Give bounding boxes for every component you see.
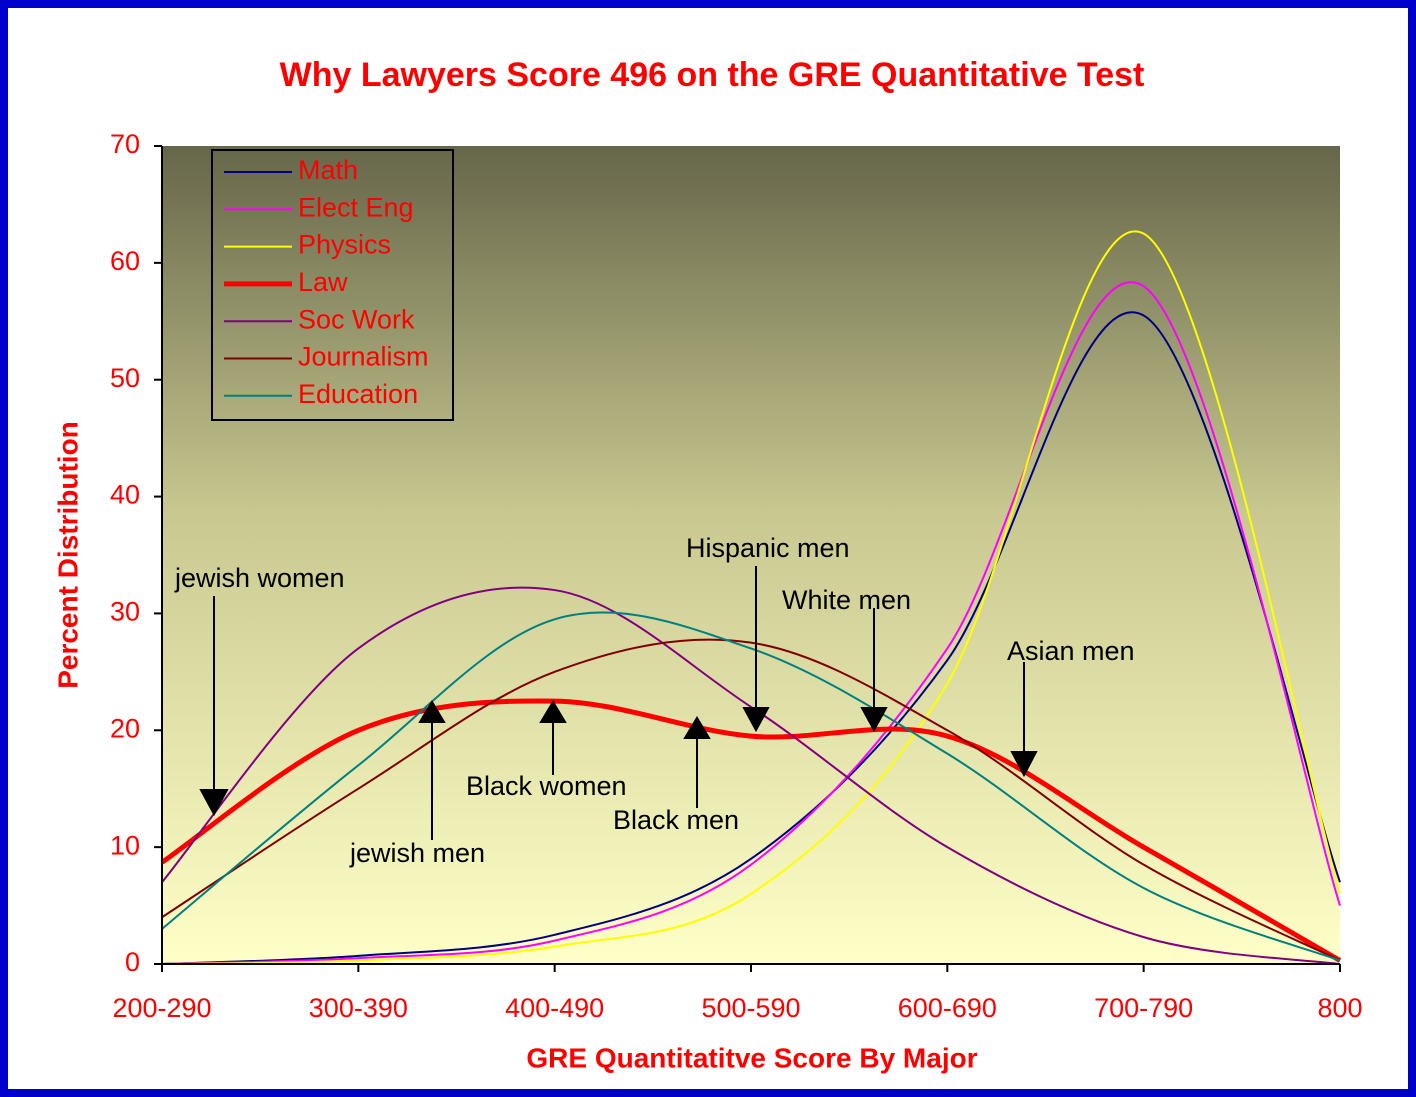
x-tick-label: 800 (1317, 993, 1362, 1023)
x-tick-label: 300-390 (309, 993, 408, 1023)
x-tick-label: 700-790 (1094, 993, 1193, 1023)
y-tick-label: 70 (110, 129, 140, 159)
y-tick-label: 50 (110, 363, 140, 393)
annotation: jewish men (349, 838, 485, 868)
plot-area (162, 146, 1340, 964)
y-tick-label: 30 (110, 597, 140, 627)
y-tick-label: 0 (125, 947, 140, 977)
y-tick-label: 40 (110, 480, 140, 510)
legend-label: Soc Work (298, 304, 415, 334)
legend-label: Physics (298, 230, 391, 260)
x-tick-label: 400-490 (505, 993, 604, 1023)
annotation: Asian men (1007, 636, 1135, 666)
series-line (161, 611, 1341, 962)
legend-label: Math (298, 155, 358, 185)
x-axis-label: GRE Quantitatitve Score By Major (526, 1042, 977, 1073)
x-tick-label: 200-290 (112, 993, 211, 1023)
y-tick-label: 20 (110, 713, 140, 743)
series-line (160, 698, 1342, 963)
y-tick-label: 60 (110, 246, 140, 276)
annotation: Black men (613, 805, 739, 835)
y-tick-label: 10 (110, 830, 140, 860)
annotation: Hispanic men (686, 533, 850, 563)
y-axis-label: Percent Distribution (52, 421, 83, 689)
arrows (199, 566, 1038, 840)
chart-title: Why Lawyers Score 496 on the GRE Quantit… (280, 56, 1145, 94)
series-group (160, 230, 1342, 965)
series-line (161, 638, 1341, 962)
legend-label: Law (298, 267, 348, 297)
legend-label: Journalism (298, 342, 429, 372)
x-tick-label: 500-590 (701, 993, 800, 1023)
series-line (161, 586, 1341, 965)
annotation: jewish women (174, 563, 345, 593)
series-line (161, 311, 1341, 965)
legend-label: Elect Eng (298, 192, 414, 222)
annotation: White men (782, 585, 911, 615)
legend-label: Education (298, 379, 418, 409)
annotation: Black women (466, 771, 627, 801)
series-line (161, 230, 1341, 965)
legend (211, 149, 454, 421)
series-line (161, 281, 1341, 965)
x-tick-label: 600-690 (898, 993, 997, 1023)
